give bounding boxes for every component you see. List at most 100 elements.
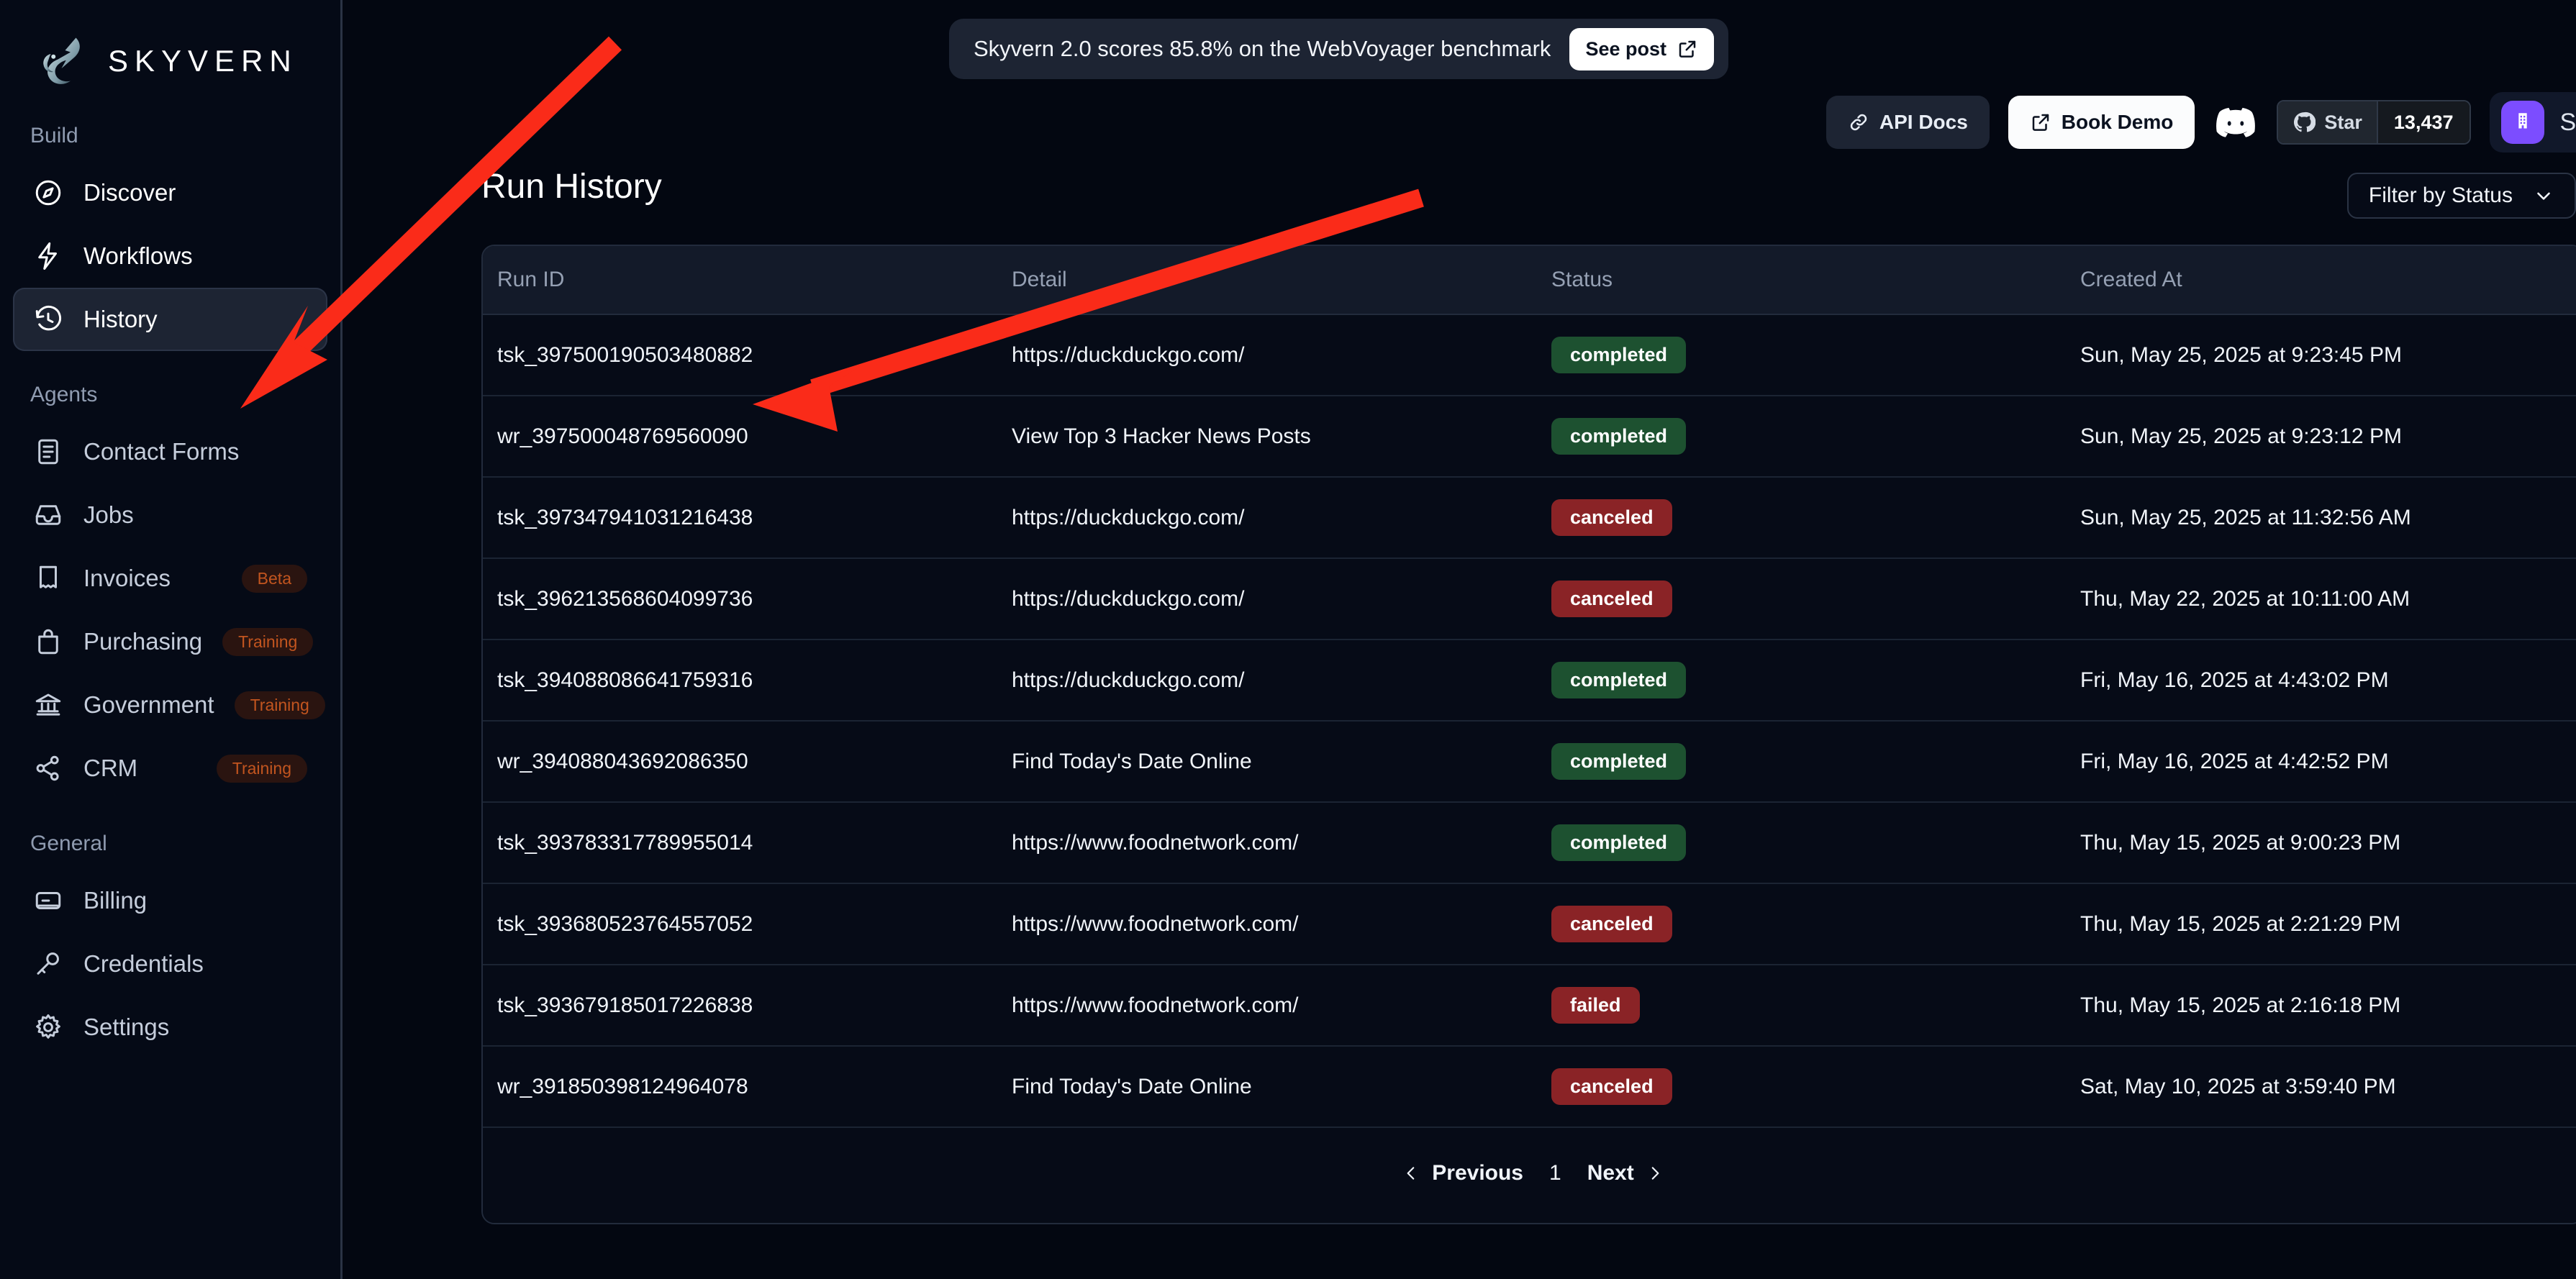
table-body: tsk_397500190503480882 https://duckduckgo…: [483, 314, 2576, 1128]
cell-status: completed: [1551, 721, 2080, 803]
sidebar-item-settings[interactable]: Settings: [13, 996, 327, 1059]
column-header-run-id[interactable]: Run ID: [483, 246, 1012, 315]
cell-detail: https://www.foodnetwork.com/: [1012, 883, 1551, 965]
sidebar-item-government[interactable]: Government Training: [13, 673, 327, 737]
api-docs-button[interactable]: API Docs: [1826, 96, 1990, 149]
cell-detail: View Top 3 Hacker News Posts: [1012, 396, 1551, 478]
pagination-previous-button[interactable]: Previous: [1402, 1161, 1523, 1185]
brand-logo[interactable]: SKYVERN: [0, 0, 340, 92]
chevron-down-icon: [2533, 185, 2554, 206]
cell-created-at: Thu, May 15, 2025 at 9:00:23 PM: [2080, 802, 2576, 884]
cell-created-at: Sun, May 25, 2025 at 9:23:45 PM: [2080, 314, 2576, 396]
sidebar-item-label: Settings: [83, 1014, 170, 1040]
lightning-bolt-icon: [33, 241, 63, 271]
table-row[interactable]: wr_394088043692086350 Find Today's Date O…: [483, 721, 2576, 803]
bank-building-icon: [33, 690, 63, 720]
key-icon: [33, 949, 63, 979]
receipt-icon: [33, 563, 63, 593]
gear-icon: [33, 1012, 63, 1042]
cell-status: canceled: [1551, 558, 2080, 640]
table-header: Run ID Detail Status Created At: [483, 246, 2576, 315]
cell-detail: https://www.foodnetwork.com/: [1012, 802, 1551, 884]
column-header-status[interactable]: Status: [1551, 246, 2080, 315]
sidebar-item-history[interactable]: History: [13, 288, 327, 351]
sidebar-item-jobs[interactable]: Jobs: [13, 483, 327, 547]
credit-card-icon: [33, 886, 63, 916]
status-badge: canceled: [1551, 499, 1672, 536]
sidebar-item-workflows[interactable]: Workflows: [13, 224, 327, 288]
pagination-page-number[interactable]: 1: [1549, 1161, 1561, 1185]
cell-run-id: tsk_394088086641759316: [483, 640, 1012, 722]
github-star-left[interactable]: Star: [2278, 101, 2377, 143]
see-post-label: See post: [1585, 37, 1666, 60]
table-row[interactable]: tsk_397500190503480882 https://duckduckgo…: [483, 314, 2576, 396]
cell-detail: https://duckduckgo.com/: [1012, 477, 1551, 559]
cell-status: canceled: [1551, 477, 2080, 559]
sidebar-item-discover[interactable]: Discover: [13, 161, 327, 224]
see-post-button[interactable]: See post: [1569, 27, 1714, 70]
inbox-tray-icon: [33, 500, 63, 530]
cell-run-id: tsk_397347941031216438: [483, 477, 1012, 559]
status-badge: completed: [1551, 824, 1687, 861]
table-row[interactable]: wr_397500048769560090 View Top 3 Hacker N…: [483, 396, 2576, 478]
skyvern-dragon-logo-icon: [35, 32, 92, 90]
cell-run-id: tsk_393680523764557052: [483, 883, 1012, 965]
cell-created-at: Sun, May 25, 2025 at 11:32:56 AM: [2080, 477, 2576, 559]
sidebar-item-invoices[interactable]: Invoices Beta: [13, 547, 327, 610]
github-star-label: Star: [2324, 111, 2362, 133]
cell-created-at: Sun, May 25, 2025 at 9:23:12 PM: [2080, 396, 2576, 478]
sidebar-item-label: History: [83, 306, 158, 332]
cell-status: failed: [1551, 965, 2080, 1047]
status-badge: canceled: [1551, 1068, 1672, 1105]
table-row[interactable]: wr_391850398124964078 Find Today's Date O…: [483, 1046, 2576, 1128]
chevron-left-icon: [1402, 1164, 1420, 1183]
sidebar-item-credentials[interactable]: Credentials: [13, 932, 327, 996]
status-badge: Training: [216, 754, 307, 783]
sidebar-item-contact-forms[interactable]: Contact Forms: [13, 420, 327, 483]
book-demo-button[interactable]: Book Demo: [2008, 96, 2195, 149]
status-badge: completed: [1551, 418, 1687, 455]
table-row[interactable]: tsk_397347941031216438 https://duckduckgo…: [483, 477, 2576, 559]
cell-run-id: tsk_393783317789955014: [483, 802, 1012, 884]
column-header-detail[interactable]: Detail: [1012, 246, 1551, 315]
sidebar-section-build: Discover Workflows History: [0, 161, 340, 351]
org-name: Shu: [2559, 108, 2576, 136]
cell-status: canceled: [1551, 883, 2080, 965]
promo-banner-text: Skyvern 2.0 scores 85.8% on the WebVoyag…: [974, 36, 1551, 61]
external-link-icon: [2030, 111, 2051, 133]
table-row[interactable]: tsk_393783317789955014 https://www.foodne…: [483, 802, 2576, 884]
main-content: Run History Filter by Status Run ID Deta…: [345, 0, 2576, 1279]
pagination-next-label: Next: [1587, 1161, 1634, 1185]
book-demo-label: Book Demo: [2061, 111, 2174, 133]
table-row[interactable]: tsk_394088086641759316 https://duckduckgo…: [483, 640, 2576, 722]
compass-icon: [33, 178, 63, 208]
column-header-created-at[interactable]: Created At: [2080, 246, 2576, 315]
sidebar-item-label: Discover: [83, 179, 176, 206]
page-title: Run History: [481, 168, 662, 206]
sidebar-item-label: Contact Forms: [83, 438, 240, 465]
github-star-button[interactable]: Star 13,437: [2277, 100, 2471, 145]
cell-created-at: Sat, May 10, 2025 at 3:59:40 PM: [2080, 1046, 2576, 1128]
filter-by-status-dropdown[interactable]: Filter by Status: [2346, 173, 2576, 219]
sidebar-section-agents-label: Agents: [30, 383, 98, 406]
share-nodes-icon: [33, 753, 63, 783]
table-row[interactable]: tsk_393680523764557052 https://www.foodne…: [483, 883, 2576, 965]
sidebar-item-crm[interactable]: CRM Training: [13, 737, 327, 800]
status-badge: canceled: [1551, 906, 1672, 942]
discord-icon[interactable]: [2213, 104, 2258, 141]
table-row[interactable]: tsk_396213568604099736 https://duckduckgo…: [483, 558, 2576, 640]
cell-run-id: wr_391850398124964078: [483, 1046, 1012, 1128]
cell-detail: https://www.foodnetwork.com/: [1012, 965, 1551, 1047]
pagination-next-button[interactable]: Next: [1587, 1161, 1664, 1185]
org-switcher[interactable]: Shu: [2489, 92, 2576, 153]
table-row[interactable]: tsk_393679185017226838 https://www.foodne…: [483, 965, 2576, 1047]
sidebar-item-billing[interactable]: Billing: [13, 869, 327, 932]
table-header-row: Run ID Detail Status Created At: [483, 246, 2576, 315]
status-badge: failed: [1551, 987, 1640, 1024]
brand-name: SKYVERN: [108, 44, 298, 78]
shopping-bag-icon: [33, 627, 63, 657]
cell-created-at: Thu, May 15, 2025 at 2:21:29 PM: [2080, 883, 2576, 965]
history-clock-icon: [33, 304, 63, 334]
sidebar-item-purchasing[interactable]: Purchasing Training: [13, 610, 327, 673]
cell-run-id: wr_394088043692086350: [483, 721, 1012, 803]
